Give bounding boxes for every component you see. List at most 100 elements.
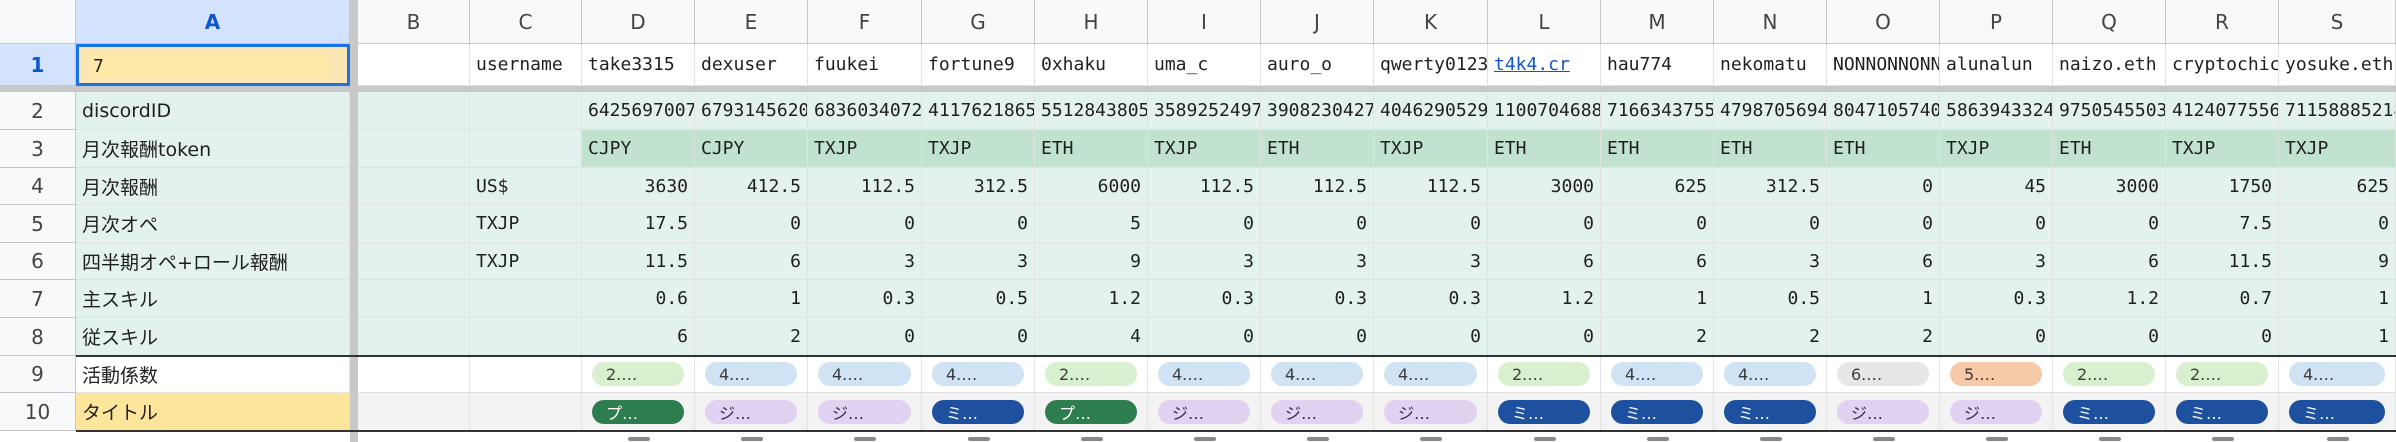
column-header-g[interactable]: G — [922, 0, 1035, 44]
column-header-e[interactable]: E — [695, 0, 808, 44]
title-cell[interactable]: ジ… — [1827, 393, 1940, 431]
username-cell[interactable]: take3315 — [582, 44, 695, 86]
username-cell[interactable]: dexuser — [695, 44, 808, 86]
row-header-6[interactable]: 6 — [0, 243, 76, 280]
sub-skill-cell[interactable]: 0 — [1940, 318, 2053, 356]
activity-cell[interactable]: 2.… — [1035, 356, 1148, 393]
sub-skill-cell[interactable]: 2 — [1714, 318, 1827, 356]
title-cell[interactable]: ジ… — [1148, 393, 1261, 431]
username-cell[interactable]: qwerty0123 — [1374, 44, 1488, 86]
activity-chip[interactable]: 4.… — [1611, 362, 1703, 386]
sub-skill-cell[interactable]: 0 — [1261, 318, 1374, 356]
sub-skill-cell[interactable]: 0 — [1374, 318, 1488, 356]
username-cell[interactable]: nekomatu — [1714, 44, 1827, 86]
ops-cell[interactable]: 17.5 — [582, 205, 695, 243]
column-header-l[interactable]: L — [1488, 0, 1601, 44]
discord-id-cell[interactable]: 97505455037 — [2053, 92, 2166, 130]
reward-cell[interactable]: 112.5 — [1261, 168, 1374, 205]
token-cell[interactable]: ETH — [1601, 130, 1714, 168]
column-header-j[interactable]: J — [1261, 0, 1374, 44]
sub-skill-cell[interactable]: 2 — [1601, 318, 1714, 356]
title-cell[interactable]: ミ… — [1714, 393, 1827, 431]
activity-chip[interactable]: 2.… — [1498, 362, 1590, 386]
main-skill-cell[interactable]: 0.5 — [922, 280, 1035, 318]
ops-cell[interactable]: 7.5 — [2166, 205, 2279, 243]
discord-id-cell[interactable]: 58639433240 — [1940, 92, 2053, 130]
row-header-8[interactable]: 8 — [0, 318, 76, 356]
row-label[interactable]: タイトル — [76, 393, 350, 431]
main-skill-cell[interactable]: 0.3 — [1261, 280, 1374, 318]
column-header-q[interactable]: Q — [2053, 0, 2166, 44]
column-header-h[interactable]: H — [1035, 0, 1148, 44]
title-chip[interactable]: ジ… — [818, 399, 911, 424]
ops-cell[interactable]: 0 — [1374, 205, 1488, 243]
quarterly-cell[interactable]: 9 — [1035, 243, 1148, 280]
title-chip[interactable]: ミ… — [1611, 399, 1703, 424]
title-chip[interactable]: ミ… — [1724, 399, 1816, 424]
empty-cell[interactable] — [358, 44, 470, 86]
quarterly-cell[interactable]: 6 — [2053, 243, 2166, 280]
row-label[interactable]: discordID — [76, 92, 350, 130]
discord-id-cell[interactable]: 40462905290 — [1374, 92, 1488, 130]
sub-skill-cell[interactable]: 2 — [695, 318, 808, 356]
activity-chip[interactable]: 6.… — [1837, 362, 1929, 386]
activity-cell[interactable]: 2.… — [582, 356, 695, 393]
reward-cell[interactable]: 6000 — [1035, 168, 1148, 205]
empty-cell[interactable] — [358, 130, 470, 168]
column-header-a[interactable]: A — [76, 0, 350, 44]
token-cell[interactable]: CJPY — [582, 130, 695, 168]
title-chip[interactable]: ジ… — [1837, 399, 1929, 424]
reward-cell[interactable]: 112.5 — [1148, 168, 1261, 205]
unit-cell[interactable] — [470, 92, 582, 130]
title-cell[interactable]: ミ… — [1601, 393, 1714, 431]
token-cell[interactable]: ETH — [1488, 130, 1601, 168]
column-header-i[interactable]: I — [1148, 0, 1261, 44]
activity-chip[interactable]: 4.… — [1724, 362, 1816, 386]
column-header-p[interactable]: P — [1940, 0, 2053, 44]
quarterly-cell[interactable]: 3 — [1714, 243, 1827, 280]
token-cell[interactable]: ETH — [1035, 130, 1148, 168]
activity-cell[interactable]: 5.… — [1940, 356, 2053, 393]
quarterly-cell[interactable]: 3 — [1940, 243, 2053, 280]
empty-cell[interactable] — [358, 205, 470, 243]
quarterly-cell[interactable]: 6 — [1827, 243, 1940, 280]
empty-cell[interactable] — [358, 393, 470, 431]
sub-skill-cell[interactable]: 4 — [1035, 318, 1148, 356]
unit-cell[interactable] — [470, 356, 582, 393]
token-cell[interactable]: CJPY — [695, 130, 808, 168]
main-skill-cell[interactable]: 0.3 — [808, 280, 922, 318]
row-header-2[interactable]: 2 — [0, 92, 76, 130]
activity-cell[interactable]: 2.… — [2053, 356, 2166, 393]
ops-cell[interactable]: 0 — [1148, 205, 1261, 243]
unit-cell[interactable] — [470, 318, 582, 356]
title-chip[interactable]: ミ… — [2289, 399, 2385, 424]
main-skill-cell[interactable]: 1.2 — [2053, 280, 2166, 318]
discord-id-cell[interactable]: 55128438054 — [1035, 92, 1148, 130]
row-header-7[interactable]: 7 — [0, 280, 76, 318]
ops-cell[interactable]: 5 — [1035, 205, 1148, 243]
title-chip[interactable]: ミ… — [2176, 399, 2268, 424]
title-cell[interactable]: ジ… — [808, 393, 922, 431]
unit-cell[interactable]: US$ — [470, 168, 582, 205]
reward-cell[interactable]: 625 — [2279, 168, 2396, 205]
row-label[interactable]: 月次オペ — [76, 205, 350, 243]
activity-cell[interactable]: 4.… — [922, 356, 1035, 393]
discord-id-cell[interactable]: 47987056941 — [1714, 92, 1827, 130]
discord-id-cell[interactable]: 71158885218 — [2279, 92, 2396, 130]
empty-cell[interactable] — [358, 243, 470, 280]
column-header-f[interactable]: F — [808, 0, 922, 44]
title-cell[interactable]: ジ… — [1261, 393, 1374, 431]
main-skill-cell[interactable]: 1.2 — [1035, 280, 1148, 318]
activity-chip[interactable]: 4.… — [1158, 362, 1250, 386]
main-skill-cell[interactable]: 1 — [1601, 280, 1714, 318]
discord-id-cell[interactable]: 80471057402 — [1827, 92, 1940, 130]
username-cell[interactable]: auro_o — [1261, 44, 1374, 86]
title-cell[interactable]: ミ… — [2166, 393, 2279, 431]
title-cell[interactable]: ミ… — [2053, 393, 2166, 431]
quarterly-cell[interactable]: 11.5 — [582, 243, 695, 280]
token-cell[interactable]: TXJP — [1374, 130, 1488, 168]
empty-cell[interactable] — [358, 280, 470, 318]
row-header-1[interactable]: 1 — [0, 44, 76, 86]
activity-cell[interactable]: 4.… — [1374, 356, 1488, 393]
title-chip[interactable]: ジ… — [1158, 399, 1250, 424]
